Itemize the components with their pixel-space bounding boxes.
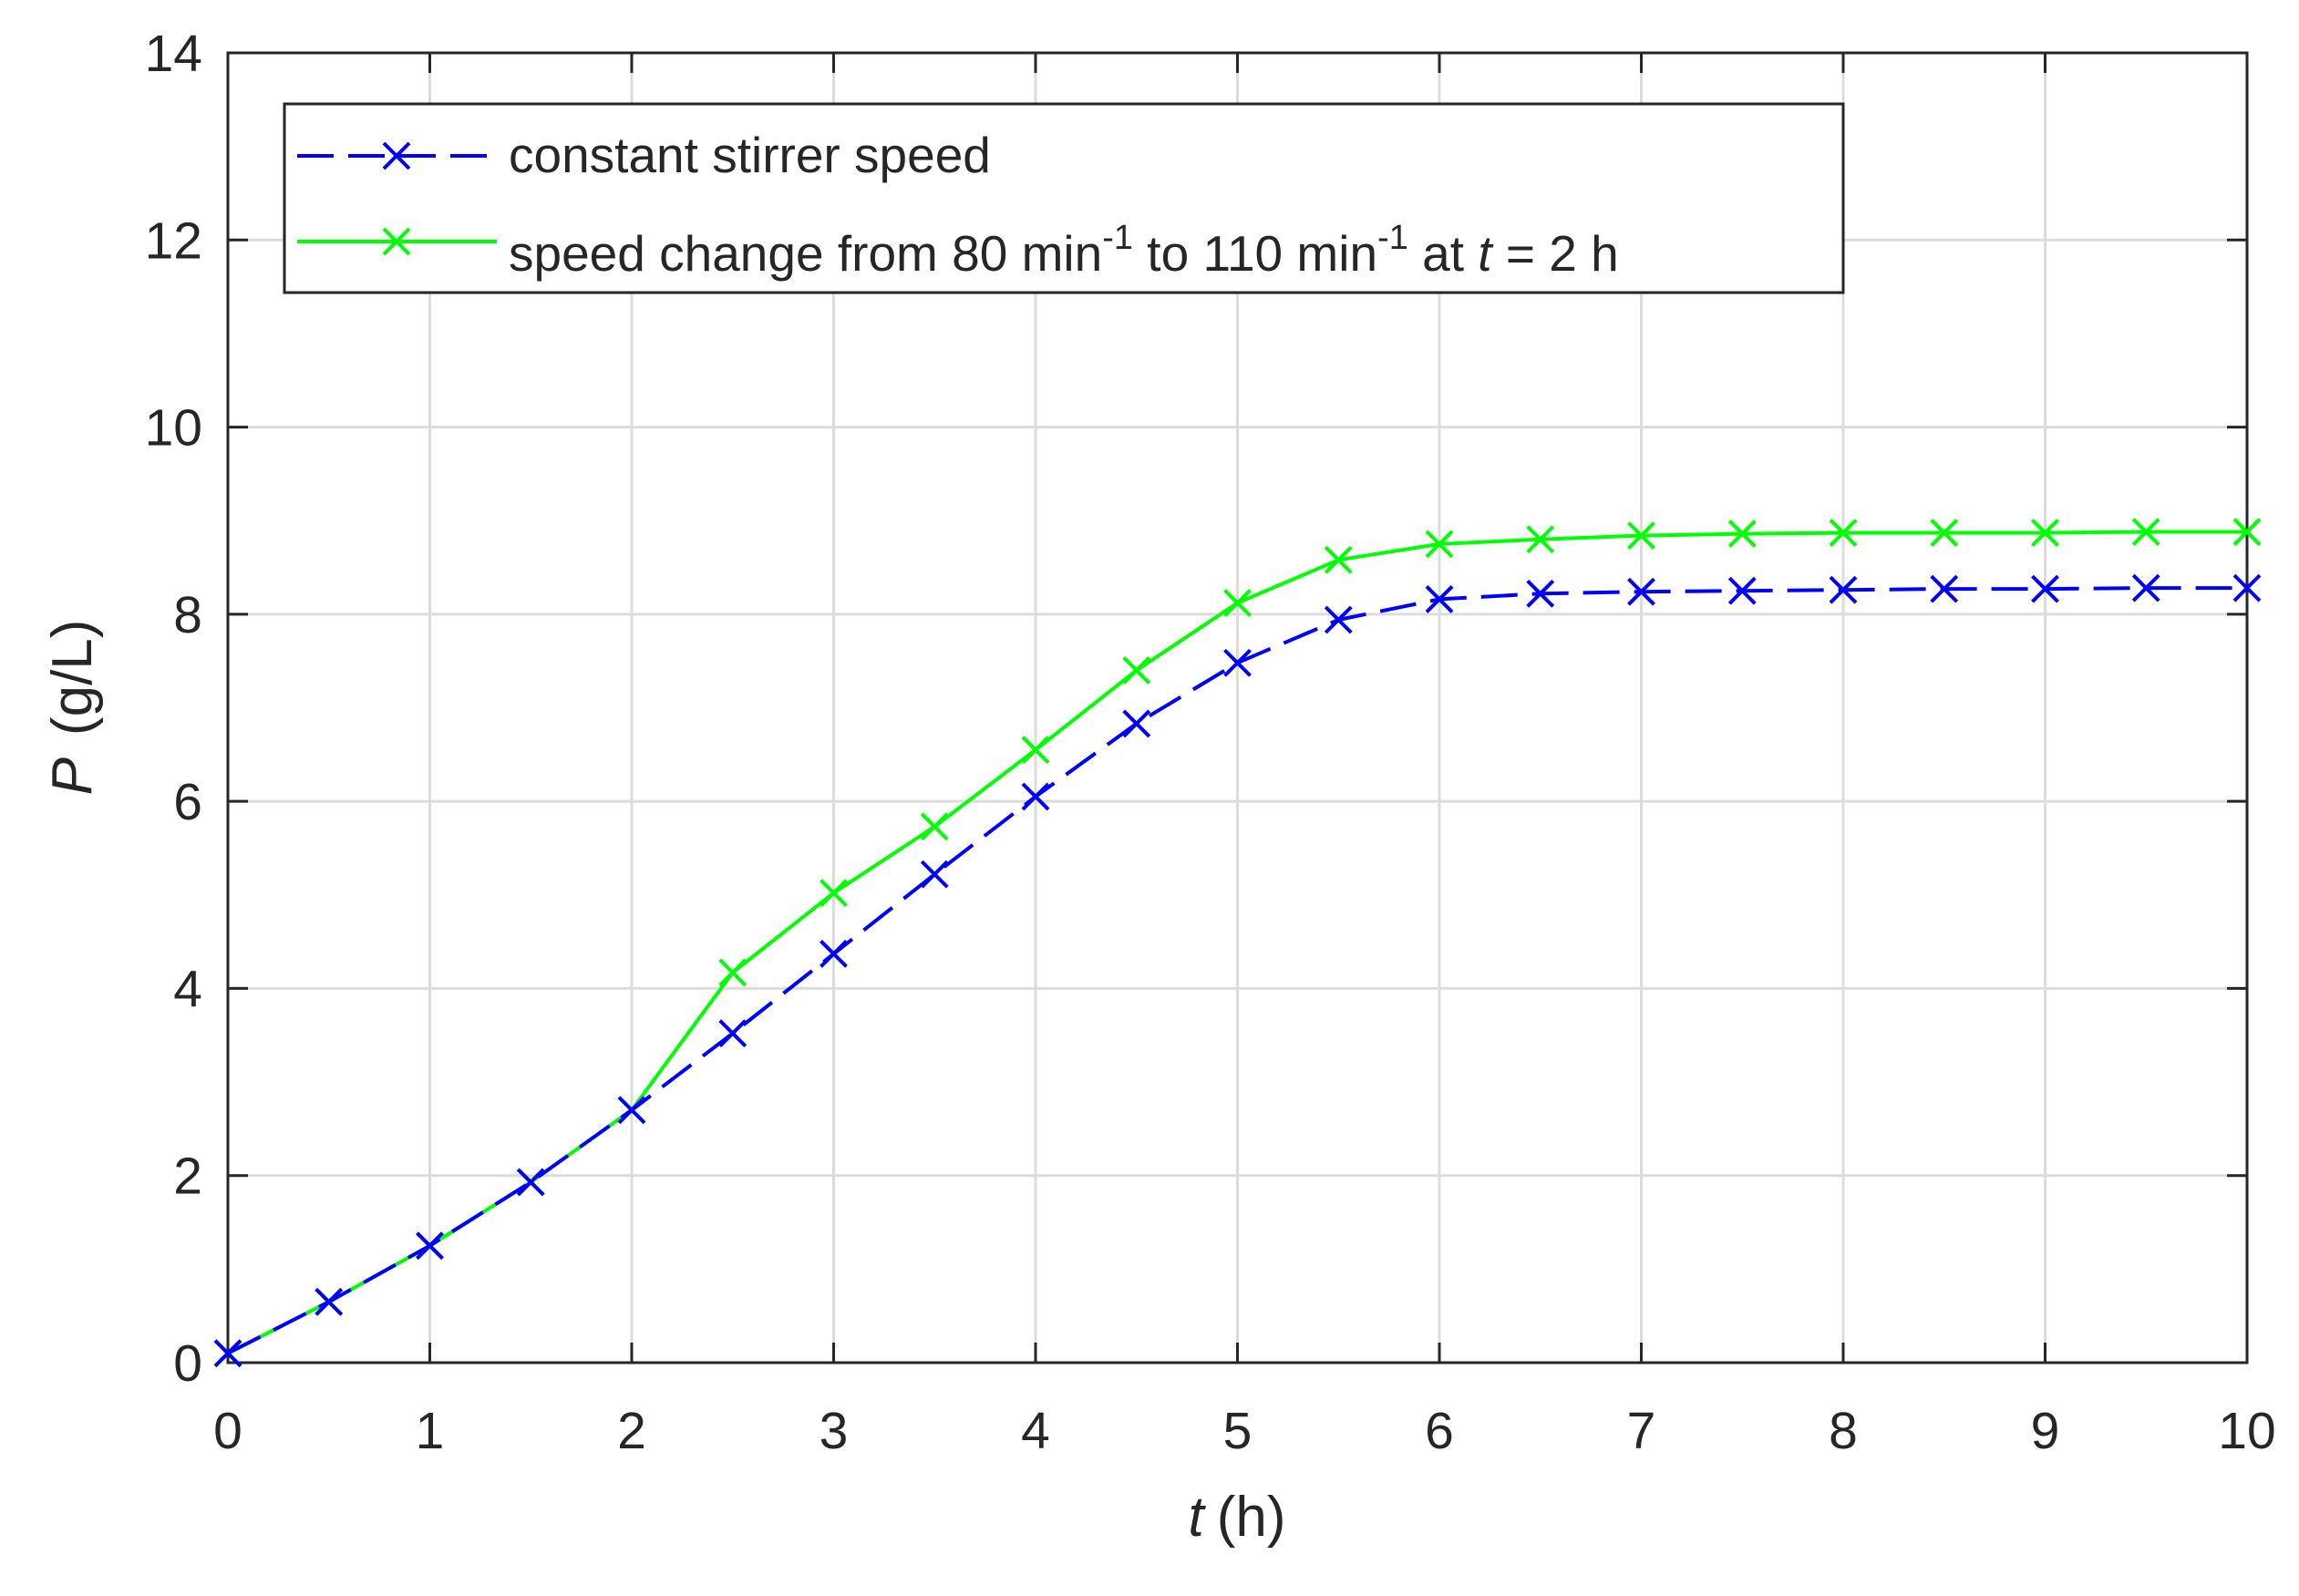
series-0-marker-8 xyxy=(1021,782,1050,811)
x-tick-label-8: 8 xyxy=(1829,1402,1858,1460)
series-1-marker-10 xyxy=(1223,589,1252,617)
series-0-marker-1 xyxy=(314,1287,344,1316)
series-1-marker-14 xyxy=(1627,521,1655,551)
series-1-marker-8 xyxy=(1021,736,1050,765)
series-1-marker-17 xyxy=(1930,519,1959,547)
series-1-marker-15 xyxy=(1727,520,1757,548)
x-tick-label-5: 5 xyxy=(1223,1402,1253,1460)
x-tick-label-3: 3 xyxy=(820,1402,849,1460)
legend-box xyxy=(283,102,1845,294)
x-tick-label-7: 7 xyxy=(1627,1402,1656,1460)
legend-sup-2: -1 xyxy=(1377,219,1408,257)
series-0-marker-20 xyxy=(2232,573,2262,602)
series-0-marker-13 xyxy=(1526,579,1555,608)
series-1-marker-16 xyxy=(1829,519,1858,547)
legend: constant stirrer speed speed change from… xyxy=(283,102,1845,294)
x-tick-label-10: 10 xyxy=(2218,1402,2275,1460)
series-0-marker-11 xyxy=(1324,605,1353,634)
y-tick-label-14: 14 xyxy=(145,25,202,83)
series-0-marker-12 xyxy=(1425,585,1454,613)
legend-text-var: t xyxy=(1478,225,1494,282)
y-tick-label-4: 4 xyxy=(173,960,202,1018)
series-0-marker-2 xyxy=(416,1231,444,1261)
x-tick-label-2: 2 xyxy=(617,1402,646,1460)
series-1-marker-11 xyxy=(1324,545,1353,574)
series-0-marker-18 xyxy=(2031,574,2059,603)
y-tick-label-2: 2 xyxy=(173,1148,202,1206)
legend-entry-speed-change: speed change from 80 min-1 to 110 min-1 … xyxy=(297,219,1619,282)
series-1-marker-7 xyxy=(920,812,949,841)
series-1-marker-9 xyxy=(1122,656,1151,685)
series-0-marker-19 xyxy=(2131,573,2160,602)
series-0-marker-9 xyxy=(1122,709,1151,738)
series-1-marker-18 xyxy=(2031,519,2059,547)
series-0-marker-3 xyxy=(516,1168,545,1197)
y-tick-label-6: 6 xyxy=(173,773,202,831)
y-axis-unit: (g/L) xyxy=(41,620,104,736)
series-0-marker-17 xyxy=(1930,574,1959,603)
legend-sup-1: -1 xyxy=(1102,219,1133,257)
series-1-marker-6 xyxy=(820,879,848,908)
series-0-marker-5 xyxy=(718,1019,747,1048)
series-0-marker-10 xyxy=(1223,648,1252,677)
series-0 xyxy=(213,573,2262,1368)
series-1-marker-5 xyxy=(718,958,747,987)
legend-line-1-marker xyxy=(382,141,411,170)
y-axis-var: P xyxy=(41,757,104,795)
legend-line-constant xyxy=(297,141,497,170)
series-0-marker-6 xyxy=(820,940,848,968)
y-tick-label-10: 10 xyxy=(145,399,202,458)
series-1-marker-13 xyxy=(1526,525,1555,554)
legend-text-mid: to 110 min xyxy=(1133,225,1377,282)
x-axis-unit: (h) xyxy=(1217,1486,1286,1549)
legend-entry-constant: constant stirrer speed xyxy=(297,127,991,183)
series-1-marker-12 xyxy=(1425,530,1454,559)
legend-text-at: at xyxy=(1408,225,1478,282)
series-0-marker-15 xyxy=(1727,576,1757,605)
x-tick-label-1: 1 xyxy=(416,1402,445,1460)
series-0-marker-14 xyxy=(1627,577,1655,606)
x-tick-label-6: 6 xyxy=(1425,1402,1454,1460)
x-tick-label-0: 0 xyxy=(213,1402,242,1460)
series-0-marker-0 xyxy=(213,1339,242,1368)
y-tick-label-8: 8 xyxy=(173,586,202,644)
series-layer xyxy=(213,518,2262,1368)
x-axis-var: t xyxy=(1188,1486,1206,1549)
legend-text-pre: speed change from 80 min xyxy=(509,225,1102,282)
x-tick-label-4: 4 xyxy=(1021,1402,1050,1460)
legend-text-post: = 2 h xyxy=(1492,225,1619,282)
series-1-marker-20 xyxy=(2232,518,2262,546)
y-tick-label-0: 0 xyxy=(173,1334,202,1393)
legend-label-speed-change: speed change from 80 min-1 to 110 min-1 … xyxy=(509,219,1619,282)
legend-line-2-marker xyxy=(382,227,411,256)
series-0-marker-7 xyxy=(920,860,949,889)
y-tick-label-12: 12 xyxy=(145,211,202,270)
series-0-marker-4 xyxy=(617,1096,646,1125)
series-1-marker-19 xyxy=(2131,518,2160,546)
x-axis-label: t (h) xyxy=(1188,1486,1285,1549)
legend-label-constant: constant stirrer speed xyxy=(509,127,991,183)
legend-line-speed-change xyxy=(297,227,497,256)
x-tick-label-9: 9 xyxy=(2031,1402,2060,1460)
series-0-marker-16 xyxy=(1829,575,1858,604)
y-axis-label: P (g/L) xyxy=(41,620,104,796)
